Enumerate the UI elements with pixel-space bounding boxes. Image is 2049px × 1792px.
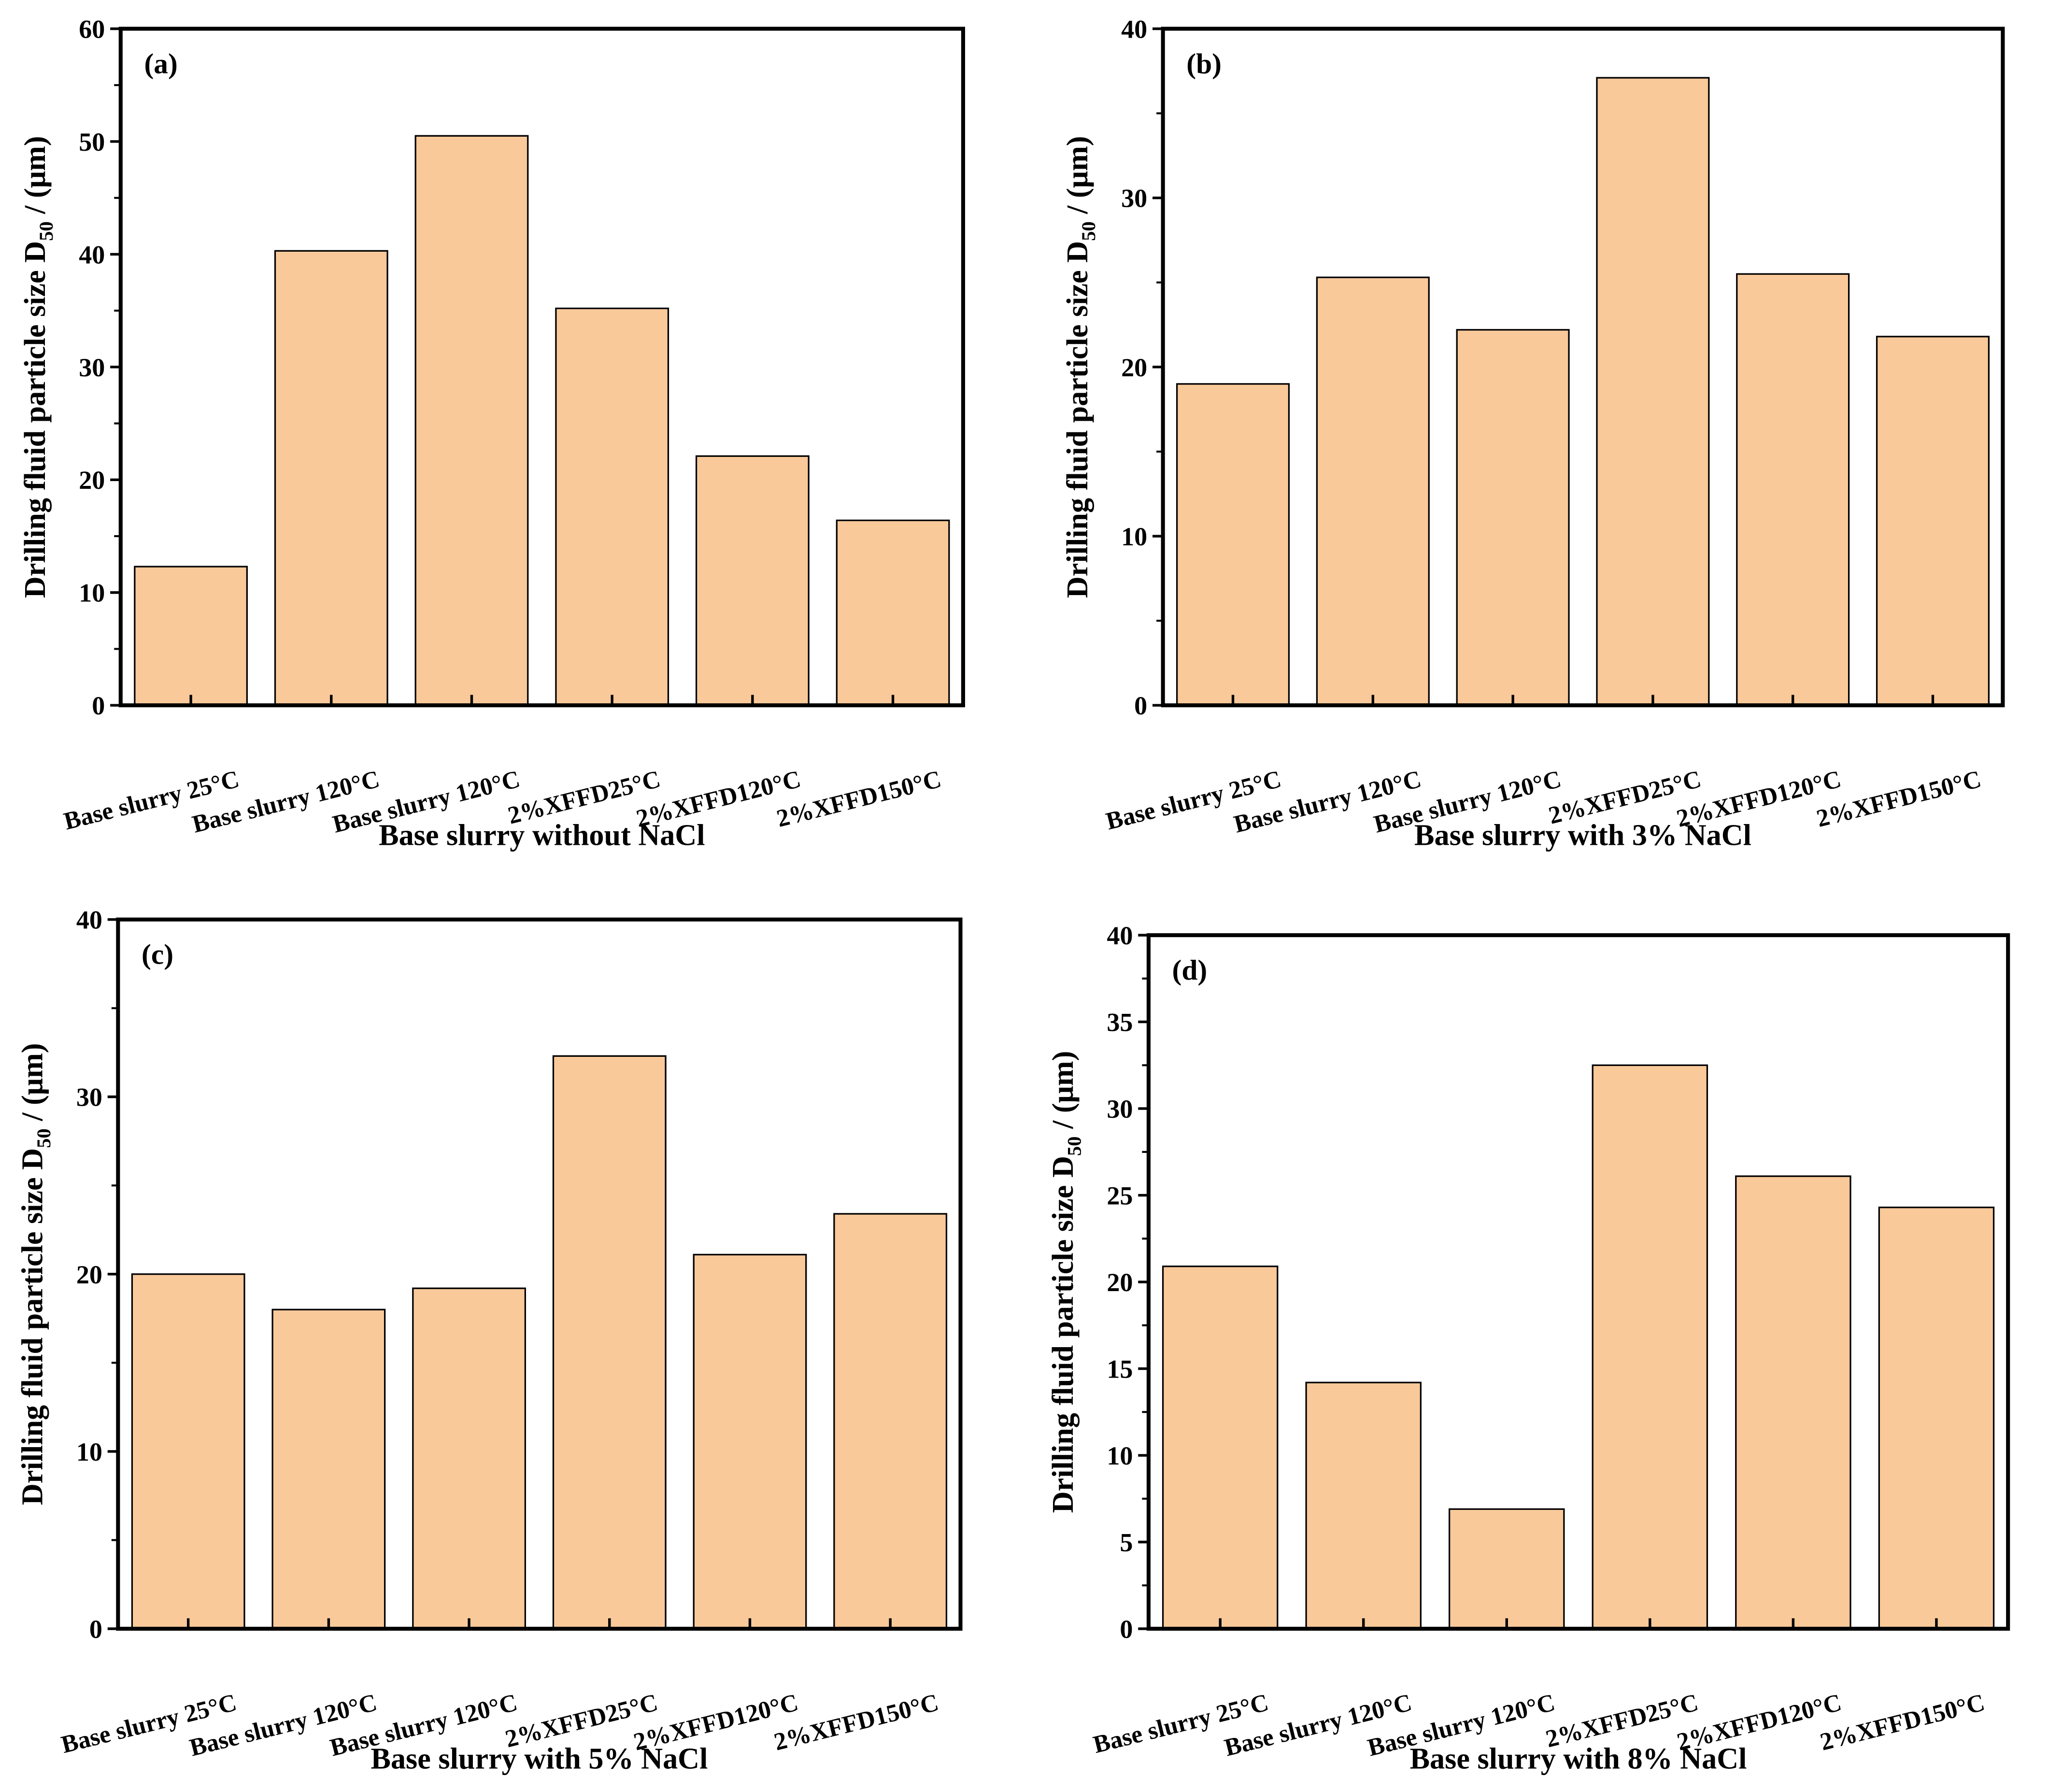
bar <box>271 1308 386 1630</box>
y-tick-label: 20 <box>1121 353 1147 382</box>
y-axis-title-main: Drilling fluid particle size D <box>16 1148 49 1505</box>
y-axis-title-unit: / (μm) <box>19 136 52 222</box>
x-axis-title: Base slurry without NaCl <box>379 819 705 852</box>
x-axis-title: Base slurry with 5% NaCl <box>370 1742 708 1775</box>
bar <box>1876 336 1990 706</box>
y-tick-label: 35 <box>1107 1008 1133 1037</box>
y-tick-label: 40 <box>76 906 102 935</box>
bar <box>1736 273 1850 706</box>
bar <box>555 307 669 706</box>
bar <box>1316 276 1430 706</box>
y-axis-title: Drilling fluid particle size D50 / (μm) <box>19 136 57 598</box>
bar <box>1176 383 1290 706</box>
y-tick-label: 50 <box>79 128 105 156</box>
bar <box>1305 1381 1422 1630</box>
bar <box>1456 329 1570 706</box>
y-tick-label: 60 <box>79 14 105 43</box>
y-axis-title-main: Drilling fluid particle size D <box>19 241 52 598</box>
y-tick-label: 0 <box>89 1615 102 1644</box>
plot-frame <box>1161 27 2005 708</box>
y-tick-label: 30 <box>1107 1095 1133 1124</box>
plot-frame <box>1146 933 2010 1631</box>
y-tick-label: 0 <box>1120 1615 1133 1644</box>
bar <box>274 250 388 706</box>
y-axis-title-unit: / (μm) <box>1061 136 1094 222</box>
y-tick-label: 0 <box>1134 691 1147 720</box>
y-axis-title-subscript: 50 <box>1063 1137 1085 1156</box>
y-tick-label: 0 <box>92 691 105 720</box>
y-axis-title: Drilling fluid particle size D50 / (μm) <box>1061 136 1099 598</box>
y-tick-label: 20 <box>79 466 105 495</box>
x-axis-title: Base slurry with 8% NaCl <box>1410 1742 1747 1775</box>
bar <box>693 1253 807 1630</box>
y-axis-title-subscript: 50 <box>35 221 57 241</box>
bar <box>1449 1508 1565 1630</box>
bar <box>833 1213 948 1630</box>
y-tick-label: 30 <box>76 1083 102 1112</box>
bar <box>131 1273 245 1630</box>
y-axis-title: Drilling fluid particle size D50 / (μm) <box>1047 1051 1085 1513</box>
y-tick-label: 15 <box>1107 1354 1133 1383</box>
y-tick-label: 10 <box>79 579 105 608</box>
bar <box>695 455 810 706</box>
y-tick-label: 40 <box>1107 921 1133 950</box>
y-axis-title-unit: / (μm) <box>16 1043 49 1128</box>
y-axis-title-subscript: 50 <box>33 1128 55 1148</box>
bar <box>134 566 248 706</box>
x-axis-title: Base slurry with 3% NaCl <box>1414 819 1751 852</box>
y-axis-title-main: Drilling fluid particle size D <box>1061 241 1094 598</box>
y-tick-label: 40 <box>1121 14 1147 43</box>
bar <box>414 135 529 706</box>
y-tick-label: 20 <box>1107 1268 1133 1297</box>
panel-label: (c) <box>142 939 173 970</box>
bar <box>412 1287 526 1630</box>
y-tick-label: 20 <box>76 1260 102 1289</box>
y-axis-title-unit: / (μm) <box>1047 1051 1080 1137</box>
panel-label: (d) <box>1172 954 1208 986</box>
bar <box>1162 1266 1279 1630</box>
y-tick-label: 30 <box>79 353 105 382</box>
y-tick-label: 5 <box>1120 1528 1133 1557</box>
y-axis-title-main: Drilling fluid particle size D <box>1047 1156 1080 1513</box>
bar <box>836 519 950 706</box>
y-tick-label: 30 <box>1121 184 1147 213</box>
y-tick-label: 10 <box>76 1437 102 1466</box>
y-tick-label: 25 <box>1107 1181 1133 1210</box>
bar <box>1735 1175 1851 1630</box>
bar <box>552 1055 667 1630</box>
bar <box>1878 1207 1995 1630</box>
bar <box>1592 1064 1708 1630</box>
y-tick-label: 40 <box>79 240 105 269</box>
y-tick-label: 10 <box>1107 1441 1133 1470</box>
x-tick-label: 2%XFFD150°C <box>1817 1689 1987 1756</box>
y-axis-title-subscript: 50 <box>1078 221 1099 241</box>
y-tick-label: 10 <box>1121 522 1147 551</box>
panel-label: (b) <box>1186 47 1222 79</box>
y-axis-title: Drilling fluid particle size D50 / (μm) <box>16 1043 55 1505</box>
plot-frame <box>116 917 963 1631</box>
plot-frame <box>118 27 965 708</box>
panel-label: (a) <box>144 47 177 79</box>
bar <box>1596 77 1710 706</box>
